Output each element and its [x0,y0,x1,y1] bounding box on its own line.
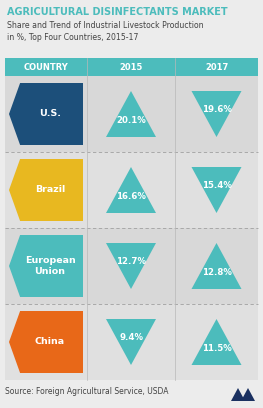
Polygon shape [231,388,245,401]
Text: 2017: 2017 [205,62,228,71]
FancyBboxPatch shape [5,304,258,380]
Text: China: China [35,337,65,346]
Polygon shape [191,243,241,289]
Text: 12.7%: 12.7% [116,257,146,266]
Text: COUNTRY: COUNTRY [24,62,68,71]
Polygon shape [191,319,241,365]
Text: 15.4%: 15.4% [201,181,231,190]
FancyBboxPatch shape [5,152,258,228]
Text: 19.6%: 19.6% [201,105,231,114]
Polygon shape [191,167,241,213]
Text: U.S.: U.S. [39,109,61,118]
Text: European
Union: European Union [25,256,75,276]
Text: AGRICULTURAL DISINFECTANTS MARKET: AGRICULTURAL DISINFECTANTS MARKET [7,7,227,17]
Polygon shape [9,311,83,373]
Polygon shape [106,91,156,137]
FancyBboxPatch shape [5,76,258,152]
Text: 16.6%: 16.6% [116,193,146,202]
Polygon shape [241,388,255,401]
Polygon shape [9,159,83,221]
Text: 20.1%: 20.1% [116,116,146,125]
Polygon shape [9,83,83,145]
Text: Source: Foreign Agricultural Service, USDA: Source: Foreign Agricultural Service, US… [5,387,169,396]
Polygon shape [106,243,156,289]
Text: 2015: 2015 [119,62,143,71]
Text: 9.4%: 9.4% [119,333,143,342]
Polygon shape [9,235,83,297]
Polygon shape [191,91,241,137]
Text: 11.5%: 11.5% [202,344,231,353]
FancyBboxPatch shape [5,58,258,76]
Polygon shape [106,319,156,365]
Text: 12.8%: 12.8% [201,268,231,277]
Text: Brazil: Brazil [35,186,65,195]
Text: Share and Trend of Industrial Livestock Production
in %, Top Four Countries, 201: Share and Trend of Industrial Livestock … [7,21,204,42]
Polygon shape [106,167,156,213]
FancyBboxPatch shape [5,228,258,304]
